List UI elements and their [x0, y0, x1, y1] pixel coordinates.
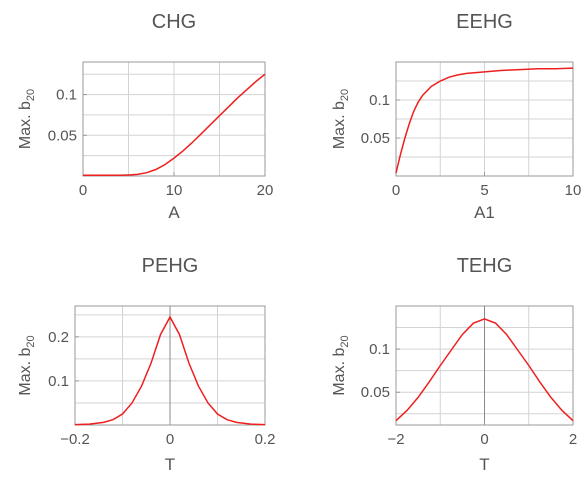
series-line	[83, 73, 266, 176]
y-axis-label-subscript: 20	[25, 89, 37, 101]
chart-panel-eehg: 0 5 10 0.05 0.1 EEHG A1 Max. b20	[331, 11, 581, 222]
y-tick-label: 0.1	[369, 341, 390, 358]
y-axis-label-subscript: 20	[339, 89, 351, 101]
panel-title: TEHG	[457, 255, 513, 277]
x-tick-label: 0	[392, 182, 400, 199]
y-tick-label: 0.05	[361, 384, 390, 401]
x-tick-label: 10	[166, 182, 183, 199]
y-axis-label-main: Max. b	[17, 348, 34, 396]
x-tick-label: 0.2	[255, 431, 276, 448]
panel-title: EEHG	[456, 11, 513, 33]
x-tick-label: 10	[565, 182, 582, 199]
panel-title: CHG	[152, 11, 196, 33]
series-line	[395, 318, 574, 422]
x-tick-label: 20	[257, 182, 274, 199]
series-line	[395, 67, 574, 174]
x-tick-label: 0	[480, 431, 488, 448]
y-tick-label: 0.05	[48, 127, 77, 144]
y-axis-label-subscript: 20	[25, 335, 37, 347]
x-axis-label: T	[165, 455, 175, 474]
y-axis-label: Max. b20	[331, 89, 351, 149]
y-axis-label-main: Max. b	[331, 348, 348, 396]
x-axis-label: A1	[474, 203, 495, 222]
x-tick-label: −0.2	[60, 431, 90, 448]
y-axis-label: Max. b20	[17, 335, 37, 395]
y-axis-label-main: Max. b	[17, 101, 34, 149]
y-axis-label-main: Max. b	[331, 101, 348, 149]
y-axis-label: Max. b20	[17, 89, 37, 149]
y-tick-label: 0.1	[48, 373, 69, 390]
x-axis-label: T	[479, 455, 489, 474]
x-tick-label: 0	[166, 431, 174, 448]
x-tick-label: 2	[569, 431, 577, 448]
panel-title: PEHG	[142, 255, 199, 277]
x-axis-label: A	[168, 203, 180, 222]
x-tick-label: 0	[79, 182, 87, 199]
y-tick-label: 0.1	[56, 87, 77, 104]
chart-panel-pehg: −0.2 0 0.2 0.1 0.2 PEHG T Max. b20	[17, 255, 275, 474]
y-tick-label: 0.2	[48, 329, 69, 346]
chart-panel-tehg: −2 0 2 0.05 0.1 TEHG T Max. b20	[331, 255, 577, 474]
y-tick-label: 0.05	[361, 130, 390, 147]
y-tick-label: 0.1	[369, 92, 390, 109]
x-tick-label: 5	[480, 182, 488, 199]
y-axis-label: Max. b20	[331, 335, 351, 395]
series-line	[74, 315, 266, 426]
y-axis-label-subscript: 20	[339, 335, 351, 347]
x-tick-label: −2	[387, 431, 404, 448]
